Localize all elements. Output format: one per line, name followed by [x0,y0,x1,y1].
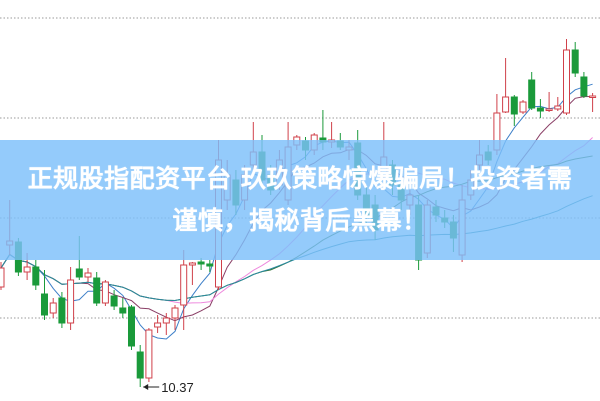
candle-body [589,95,597,98]
candle-body [32,266,40,286]
candle-body [206,263,214,267]
candle-body [180,264,188,306]
candle-body [554,105,562,110]
candle-body [528,79,536,109]
candle-up [84,268,92,282]
candle-up [49,298,57,318]
candle-down [528,72,536,110]
candle-up [519,100,527,114]
candle-down [93,272,101,306]
candle-body [545,108,553,111]
candle-body [188,262,196,266]
candle-up [188,262,196,285]
candle-body [0,267,5,288]
candle-body [536,107,544,112]
candle-up [563,39,570,115]
headline-line-1: 正规股指配资平台 玖玖策略惊爆骗局！投资者需 [27,164,573,193]
title-banner: 正规股指配资平台 玖玖策略惊爆骗局！投资者需 谨慎，揭秘背后黑幕！ [0,140,600,260]
candle-body [84,272,92,278]
candle-body [171,307,179,319]
candle-down [536,99,544,118]
candle-body [110,295,118,307]
candle-body [136,351,144,379]
candle-up [154,315,162,333]
candle-up [589,93,597,112]
candle-body [145,329,153,379]
candle-up [171,305,179,330]
candle-up [67,267,75,330]
candle-up [502,58,510,113]
candle-body [154,322,162,328]
candle-up [180,250,188,330]
candle-body [571,49,579,74]
candle-body [510,96,518,115]
candle-body [41,293,48,316]
candle-body [119,307,127,314]
candle-body [58,297,66,324]
arrow-left-icon [143,384,149,390]
candle-body [580,76,588,97]
candle-up [162,313,170,335]
candle-down [128,305,135,350]
candle-body [519,101,527,113]
candle-body [23,266,31,273]
candle-down [41,270,48,320]
candle-body [128,306,135,347]
candle-down [206,260,214,272]
candle-down [571,42,579,77]
low-price-label: 10.37 [161,380,194,395]
candle-body [67,279,75,324]
candle-up [145,328,153,382]
candle-body [49,302,57,314]
candle-body [197,261,205,265]
low-annotation: 10.37 [143,380,194,395]
candle-body [162,317,170,324]
candle-up [101,280,109,306]
candle-down [197,258,205,270]
candle-down [32,260,40,290]
candle-down [110,290,118,310]
candle-body [563,49,570,114]
candle-down [510,95,518,126]
candle-down [580,72,588,98]
candle-down [136,345,144,387]
headline-line-2: 谨慎，揭秘背后黑幕！ [172,206,428,235]
candle-body [101,281,109,304]
candle-up [554,97,562,111]
candle-body [75,268,83,278]
candle-body [93,277,101,304]
candle-down [119,298,127,318]
candle-body [502,96,510,113]
candle-down [58,292,66,328]
candle-up [0,262,5,290]
candle-up [545,92,553,112]
